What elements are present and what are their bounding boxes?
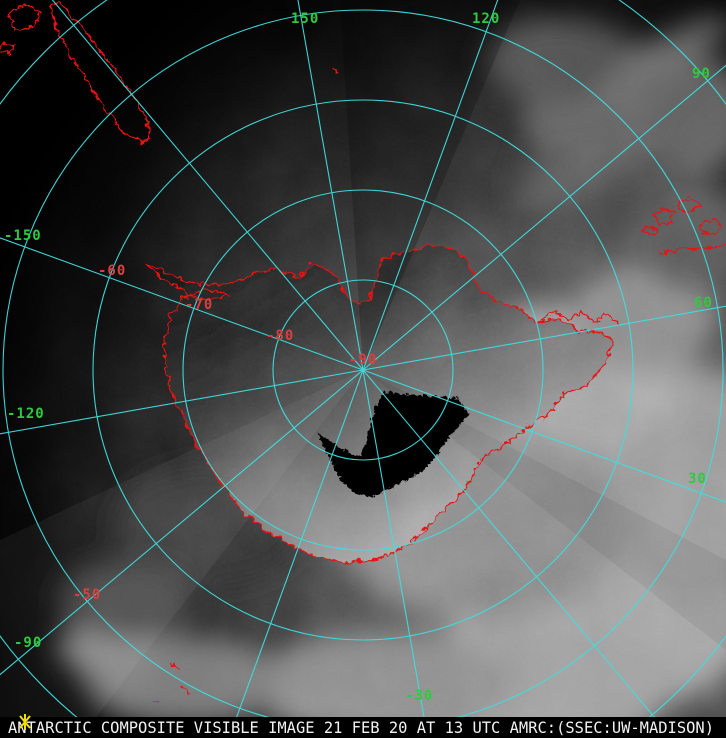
latitude-label-n60: -60 xyxy=(98,263,126,279)
latitude-label-n50: -50 xyxy=(73,587,101,603)
caption-text: ANTARCTIC COMPOSITE VISIBLE IMAGE 21 FEB… xyxy=(8,718,714,737)
latitude-label-n80: -80 xyxy=(266,328,294,344)
caption-background xyxy=(0,717,726,738)
longitude-label-30: 30 xyxy=(688,471,707,487)
longitude-label-60: 60 xyxy=(694,295,713,311)
latitude-label-n70: -70 xyxy=(185,297,213,313)
longitude-label-n150: -150 xyxy=(4,228,42,244)
caption-bar: ANTARCTIC COMPOSITE VISIBLE IMAGE 21 FEB… xyxy=(0,714,726,738)
longitude-label-n90: -90 xyxy=(14,635,42,651)
longitude-label-90: 90 xyxy=(692,66,711,82)
longitude-label-n120: -120 xyxy=(7,406,45,422)
longitude-label-n30: -30 xyxy=(405,688,433,704)
latitude-label-n90: -90 xyxy=(349,352,377,368)
latitude-labels: -50 -60 -70 -80 -90 xyxy=(73,263,377,603)
station-marker-icon xyxy=(19,714,31,730)
missing-data-wedge xyxy=(315,391,468,496)
longitude-label-150: 150 xyxy=(291,11,319,27)
longitude-labels: 150 120 90 60 30 -30 -90 -120 -150 xyxy=(4,11,713,704)
south-america-coastline xyxy=(47,0,150,142)
longitude-label-120: 120 xyxy=(472,11,500,27)
